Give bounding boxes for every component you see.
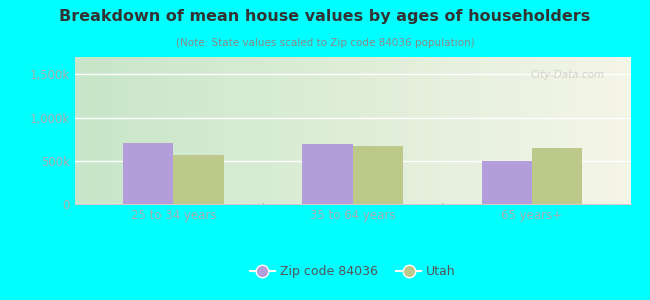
Bar: [302, 144, 353, 204]
Text: City-Data.com: City-Data.com: [530, 70, 604, 80]
Bar: [123, 143, 174, 204]
Legend: Zip code 84036, Utah: Zip code 84036, Utah: [244, 260, 461, 283]
Text: Breakdown of mean house values by ages of householders: Breakdown of mean house values by ages o…: [59, 9, 591, 24]
Bar: [174, 155, 224, 204]
Text: (Note: State values scaled to Zip code 84036 population): (Note: State values scaled to Zip code 8…: [176, 38, 474, 47]
Bar: [532, 148, 582, 204]
Bar: [353, 146, 403, 204]
Bar: [482, 161, 532, 204]
